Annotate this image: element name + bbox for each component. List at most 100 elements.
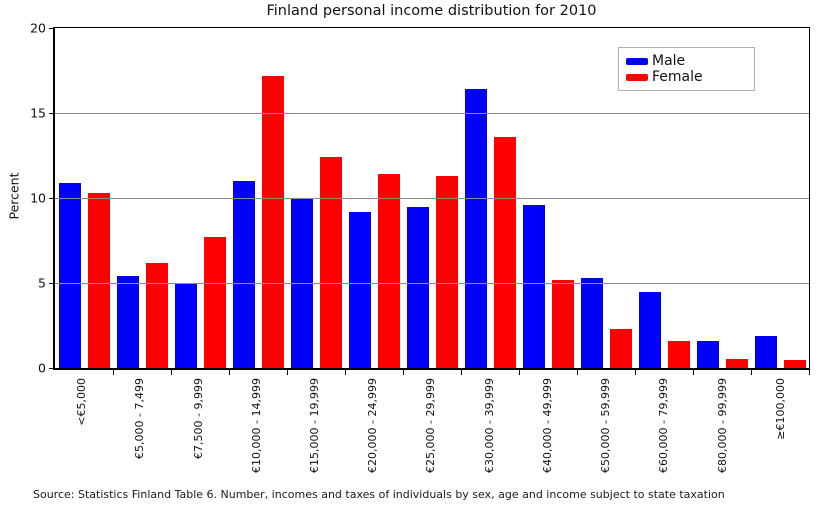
y-tick — [49, 367, 53, 369]
x-tick-label: €60,000 - 79,999 — [657, 378, 671, 473]
y-tick — [49, 197, 53, 199]
x-tick — [460, 370, 462, 375]
x-tick — [344, 370, 346, 375]
x-label-cell: €7,500 - 9,999 — [169, 378, 227, 488]
x-tick-label: €25,000 - 29,999 — [424, 378, 438, 473]
bar-group — [113, 28, 172, 375]
legend-swatch-female — [626, 73, 648, 81]
bar-female — [668, 340, 691, 368]
x-tick-label: €20,000 - 24,999 — [366, 378, 380, 473]
y-tick — [49, 27, 53, 29]
legend-label: Female — [652, 69, 703, 85]
x-tick-label: €50,000 - 59,999 — [599, 378, 613, 473]
bar-male — [581, 277, 604, 368]
legend: Male Female — [618, 47, 755, 91]
bar-female — [552, 279, 575, 368]
bar-group — [403, 28, 462, 375]
x-tick-label: €80,000 - 99,999 — [715, 378, 729, 473]
bar-female — [320, 157, 343, 368]
x-labels-row: <€5,000 €5,000 - 7,499 €7,500 - 9,999 €10,0… — [53, 378, 810, 488]
x-tick-label: €15,000 - 19,999 — [308, 378, 321, 473]
legend-swatch-male — [626, 57, 648, 65]
bar-female — [88, 192, 111, 368]
bar-male — [523, 204, 546, 368]
bar-female — [146, 262, 169, 368]
gridline — [55, 283, 809, 284]
x-label-cell: ≥€100,000 — [752, 378, 810, 488]
chart-title: Finland personal income distribution for… — [266, 3, 597, 19]
bar-male — [407, 206, 430, 368]
x-tick — [112, 370, 114, 375]
bar-group — [693, 28, 752, 375]
x-label-cell: €15,000 - 19,999 — [286, 378, 344, 488]
legend-label: Male — [652, 53, 686, 69]
bar-male — [639, 291, 662, 368]
bar-male — [697, 340, 720, 368]
x-tick — [402, 370, 404, 375]
x-tick — [518, 370, 520, 375]
y-tick — [49, 282, 53, 284]
bar-female — [436, 175, 459, 368]
bar-female — [726, 358, 749, 368]
x-tick — [808, 370, 810, 375]
bar-male — [755, 335, 778, 368]
x-tick — [576, 370, 578, 375]
x-tick-label: €10,000 - 14,999 — [249, 378, 263, 473]
bars-row — [55, 28, 810, 375]
y-tick — [49, 112, 53, 114]
x-label-cell: €30,000 - 39,999 — [461, 378, 519, 488]
bar-group — [229, 28, 288, 375]
x-tick-label: €40,000 - 49,999 — [540, 378, 554, 473]
x-tick-label: €7,500 - 9,999 — [191, 378, 205, 459]
bar-group — [55, 28, 114, 375]
y-axis-label: Percent — [6, 172, 22, 220]
bar-male — [117, 276, 140, 368]
x-tick-label: <€5,000 — [75, 378, 89, 426]
x-tick — [286, 370, 288, 375]
bar-male — [349, 211, 372, 368]
y-tick-label: 20 — [30, 20, 46, 36]
bar-male — [59, 182, 82, 368]
source-note: Source: Statistics Finland Table 6. Numb… — [33, 488, 725, 501]
bar-group — [461, 28, 520, 375]
x-label-cell: €5,000 - 7,499 — [111, 378, 169, 488]
bar-female — [494, 136, 517, 368]
x-tick-label: ≥€100,000 — [773, 378, 787, 440]
x-tick — [228, 370, 230, 375]
legend-item: Male — [626, 53, 748, 69]
bar-male — [465, 89, 488, 368]
x-label-cell: €40,000 - 49,999 — [519, 378, 577, 488]
bar-male — [175, 283, 198, 368]
bar-female — [610, 328, 633, 368]
x-tick — [692, 370, 694, 375]
x-label-cell: €25,000 - 29,999 — [402, 378, 460, 488]
legend-item: Female — [626, 69, 748, 85]
x-tick — [634, 370, 636, 375]
bar-group — [751, 28, 810, 375]
bar-group — [345, 28, 404, 375]
x-tick-label: €5,000 - 7,499 — [133, 378, 147, 459]
bar-group — [171, 28, 230, 375]
x-tick — [750, 370, 752, 375]
x-tick — [170, 370, 172, 375]
y-tick-label: 0 — [38, 360, 46, 376]
gridline — [55, 113, 809, 114]
bar-female — [262, 75, 285, 368]
gridline — [55, 198, 809, 199]
x-tick-label: €30,000 - 39,999 — [482, 378, 496, 473]
bar-group — [577, 28, 636, 375]
x-label-cell: €80,000 - 99,999 — [694, 378, 752, 488]
y-tick-label: 10 — [30, 190, 46, 206]
x-label-cell: €20,000 - 24,999 — [344, 378, 402, 488]
bar-female — [378, 174, 401, 368]
y-tick-label: 5 — [38, 275, 46, 291]
bar-group — [635, 28, 694, 375]
y-tick-label: 15 — [30, 105, 46, 121]
x-label-cell: <€5,000 — [53, 378, 111, 488]
bar-male — [233, 181, 256, 368]
x-label-cell: €60,000 - 79,999 — [635, 378, 693, 488]
x-label-cell: €50,000 - 59,999 — [577, 378, 635, 488]
x-label-cell: €10,000 - 14,999 — [228, 378, 286, 488]
bar-group — [519, 28, 578, 375]
